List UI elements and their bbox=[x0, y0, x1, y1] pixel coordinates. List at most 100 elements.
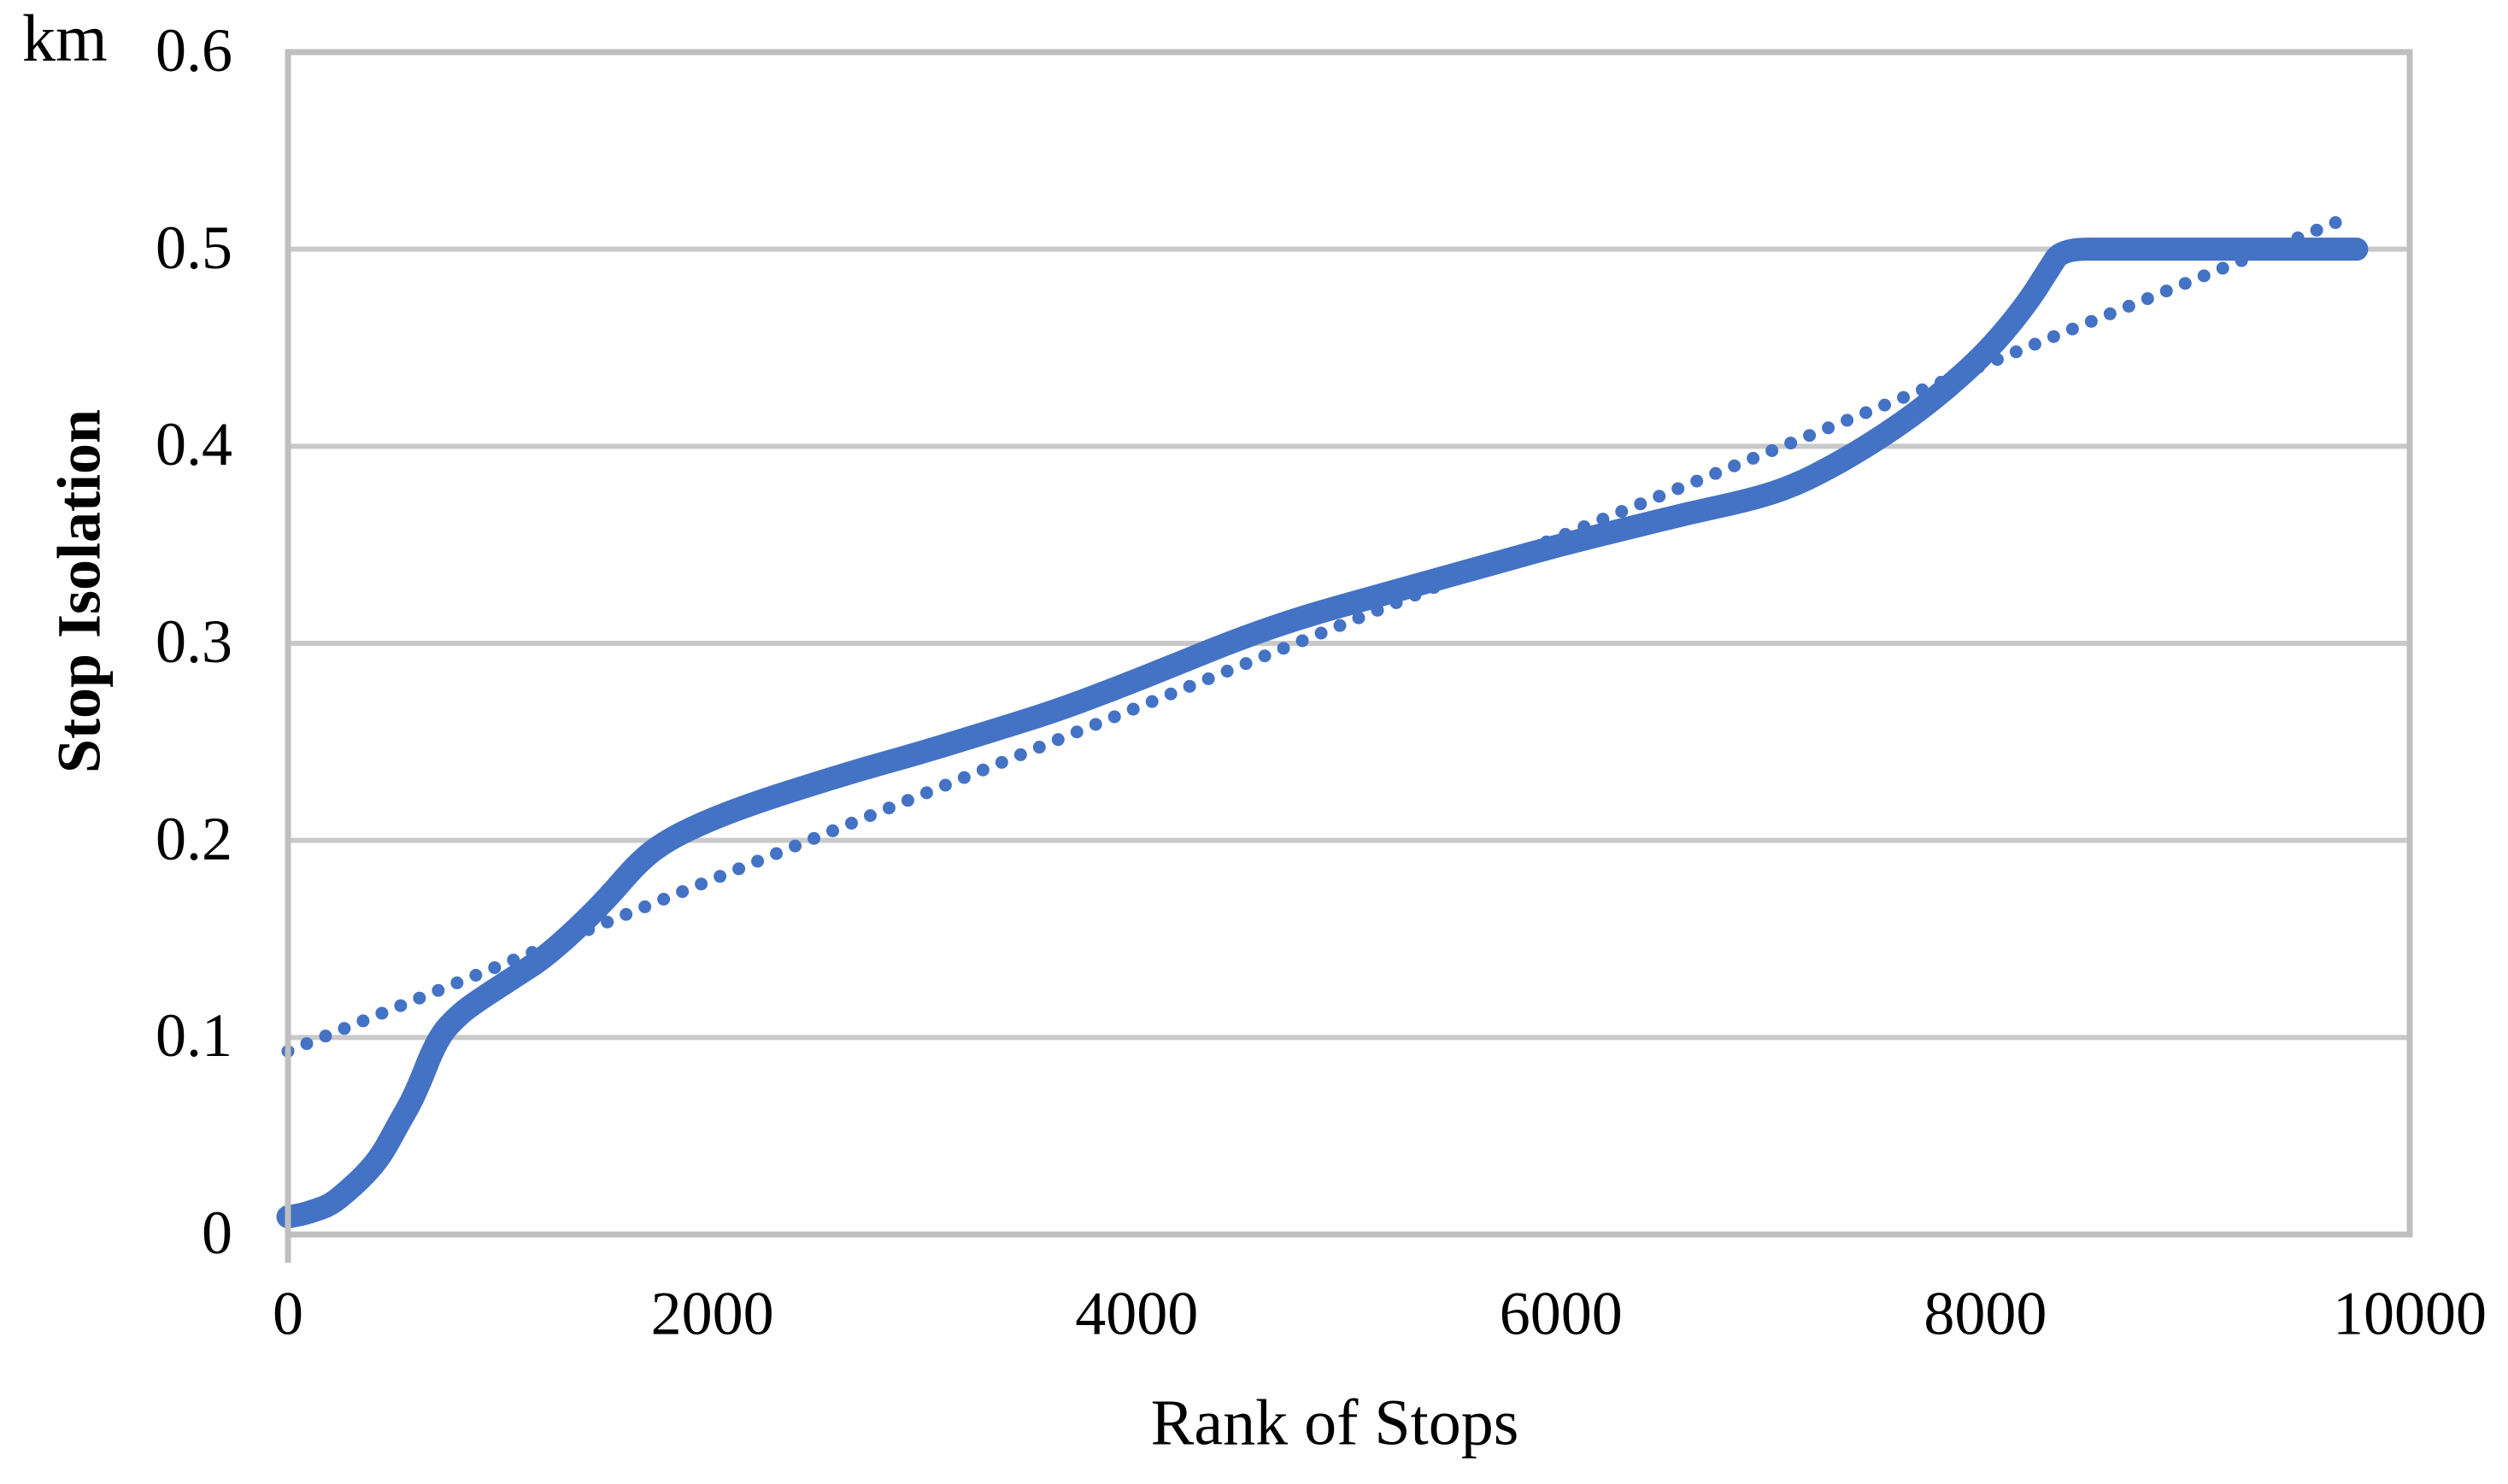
trend-dotted-line bbox=[281, 216, 2342, 1058]
trend-dot bbox=[732, 862, 746, 876]
trend-dot bbox=[1634, 497, 1648, 511]
trend-dot bbox=[2216, 261, 2229, 275]
trend-dot bbox=[714, 870, 727, 883]
trend-dot bbox=[356, 1014, 370, 1028]
trend-dot bbox=[844, 817, 858, 830]
trend-dot bbox=[1690, 474, 1704, 488]
trend-dot bbox=[2141, 292, 2154, 306]
plot-border bbox=[285, 49, 2413, 1238]
trend-dot bbox=[432, 983, 445, 997]
x-tick-label: 10000 bbox=[2333, 1279, 2487, 1348]
trend-dot bbox=[1765, 443, 1779, 457]
trend-dot bbox=[2084, 314, 2098, 328]
trend-dot bbox=[976, 763, 990, 777]
trend-dot bbox=[957, 771, 971, 784]
y-tick-label: 0.5 bbox=[156, 213, 232, 282]
trend-dot bbox=[1709, 466, 1723, 480]
y-tick-label: 0.1 bbox=[156, 1001, 232, 1070]
x-tick-label: 4000 bbox=[1075, 1279, 1199, 1348]
trend-dot bbox=[1164, 687, 1178, 701]
trend-dot bbox=[995, 755, 1008, 769]
trend-dot bbox=[1859, 406, 1873, 419]
y-axis-title: Stop Isolation bbox=[44, 408, 114, 774]
trend-dot bbox=[1822, 421, 1835, 435]
trend-dot bbox=[488, 961, 502, 975]
trend-dot bbox=[1258, 649, 1272, 663]
trend-dot bbox=[1070, 725, 1084, 739]
trend-dot bbox=[2122, 299, 2135, 313]
trend-dot bbox=[2159, 284, 2173, 298]
trend-dot bbox=[2009, 345, 2023, 359]
trend-dot bbox=[1728, 459, 1742, 472]
trend-dot bbox=[1145, 695, 1159, 708]
trend-dot bbox=[1201, 672, 1215, 685]
trend-dot bbox=[1352, 611, 1366, 625]
y-tick-label: 0.4 bbox=[156, 410, 232, 479]
x-tick-label: 0 bbox=[273, 1279, 303, 1348]
trend-dot bbox=[1013, 748, 1027, 761]
trend-dot bbox=[1295, 634, 1309, 648]
trend-dot bbox=[1615, 505, 1629, 519]
trend-dot bbox=[770, 847, 784, 860]
trend-dot bbox=[938, 778, 952, 792]
x-axis-title: Rank of Stops bbox=[1150, 1387, 1519, 1459]
stop-isolation-curve bbox=[276, 238, 2369, 1229]
trend-dot bbox=[657, 893, 671, 906]
trend-dot bbox=[2028, 337, 2041, 351]
trend-dot bbox=[2197, 269, 2211, 283]
trend-dot bbox=[751, 854, 765, 868]
y-tick-label: 0.6 bbox=[156, 15, 232, 85]
trend-dot bbox=[1314, 626, 1328, 640]
trend-dot bbox=[300, 1037, 314, 1051]
trend-dot bbox=[1220, 665, 1234, 678]
trend-dot bbox=[1878, 398, 1892, 412]
trend-dot bbox=[469, 968, 483, 982]
trend-dot bbox=[638, 900, 652, 913]
x-tick-label: 6000 bbox=[1499, 1279, 1623, 1348]
trend-dot bbox=[319, 1029, 332, 1043]
trend-dot bbox=[1032, 741, 1046, 754]
trend-dot bbox=[863, 809, 877, 823]
x-tick-label: 2000 bbox=[650, 1279, 774, 1348]
trend-dot bbox=[789, 839, 802, 853]
trend-dot bbox=[1896, 390, 1910, 404]
trend-dot bbox=[338, 1022, 351, 1035]
trend-dot bbox=[1277, 642, 1290, 655]
trend-dot bbox=[882, 801, 896, 815]
trend-dot bbox=[1747, 451, 1760, 465]
trend-dot bbox=[1107, 710, 1121, 724]
x-tick-label: 8000 bbox=[1924, 1279, 2047, 1348]
trend-dot bbox=[1784, 437, 1798, 450]
trend-dot bbox=[601, 915, 614, 929]
trend-dot bbox=[1803, 429, 1817, 443]
trend-dot bbox=[808, 831, 821, 845]
trend-dot bbox=[2178, 277, 2192, 290]
trend-dot bbox=[2310, 223, 2323, 237]
trend-dot bbox=[1239, 657, 1253, 671]
y-tick-label: 0.2 bbox=[156, 804, 232, 873]
trend-dot bbox=[1333, 619, 1347, 632]
trend-dot bbox=[413, 991, 426, 1005]
y-tick-label: 0.3 bbox=[156, 607, 232, 676]
trend-dot bbox=[1089, 718, 1102, 731]
trend-dot bbox=[2329, 216, 2342, 230]
trend-dot bbox=[1841, 414, 1854, 427]
trend-dot bbox=[2047, 330, 2060, 343]
trend-dot bbox=[1653, 490, 1666, 503]
trend-dot bbox=[375, 1006, 389, 1020]
trend-dot bbox=[1183, 679, 1196, 693]
y-axis-unit-label: km bbox=[22, 1, 108, 75]
trend-dot bbox=[919, 786, 933, 800]
trend-dot bbox=[825, 824, 839, 837]
trend-dot bbox=[2065, 322, 2079, 336]
trend-dot bbox=[695, 877, 708, 891]
trend-dot bbox=[1126, 702, 1140, 716]
trend-dot bbox=[394, 999, 408, 1012]
trend-dot bbox=[1671, 482, 1685, 496]
trend-dot bbox=[620, 907, 633, 921]
trend-dot bbox=[450, 976, 464, 989]
trend-dot bbox=[1051, 733, 1065, 747]
trend-dot bbox=[2103, 307, 2117, 320]
